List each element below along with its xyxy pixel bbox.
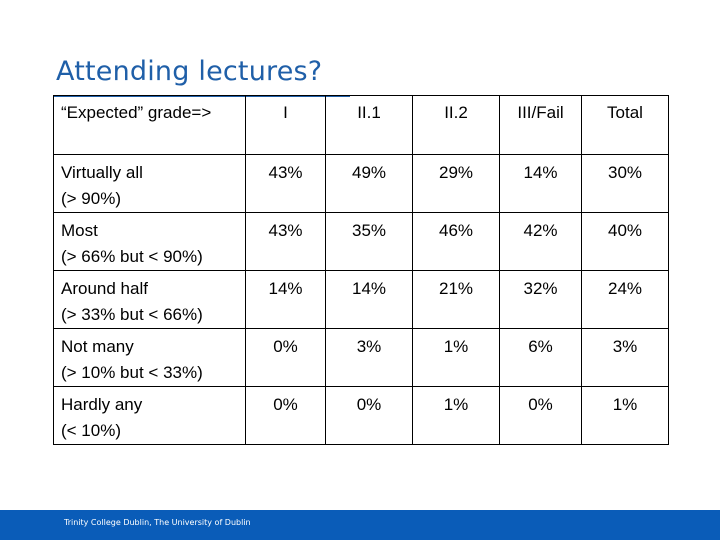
header-cell-iii-fail: III/Fail (499, 95, 582, 155)
table-row: Not many (> 10% but < 33%) 0% 3% 1% 6% 3… (53, 328, 669, 387)
table-cell: 3% (325, 328, 413, 387)
table-row: Hardly any (< 10%) 0% 0% 1% 0% 1% (53, 386, 669, 445)
table-cell: 46% (412, 212, 500, 271)
attendance-table: “Expected” grade=> I II.1 II.2 III/Fail … (53, 95, 669, 445)
header-cell-grade: “Expected” grade=> (53, 95, 246, 155)
footer-bar: Trinity College Dublin, The University o… (0, 510, 720, 540)
table-cell: 0% (245, 328, 326, 387)
table-cell: 6% (499, 328, 582, 387)
slide-title: Attending lectures? (56, 56, 323, 87)
table-cell: 32% (499, 270, 582, 329)
table-cell: 49% (325, 154, 413, 213)
table-row: Virtually all (> 90%) 43% 49% 29% 14% 30… (53, 154, 669, 213)
table-cell: 24% (581, 270, 669, 329)
row-label-range: (> 66% but < 90%) (61, 247, 203, 266)
table-cell: 14% (245, 270, 326, 329)
table-cell: 14% (499, 154, 582, 213)
row-label: Hardly any (< 10%) (53, 386, 246, 445)
table-cell: 43% (245, 154, 326, 213)
table-cell: 35% (325, 212, 413, 271)
table-row: Most (> 66% but < 90%) 43% 35% 46% 42% 4… (53, 212, 669, 271)
row-label-main: Not many (61, 337, 134, 356)
table-cell: 21% (412, 270, 500, 329)
row-label: Virtually all (> 90%) (53, 154, 246, 213)
table-cell: 30% (581, 154, 669, 213)
header-cell-ii1: II.1 (325, 95, 413, 155)
row-label: Not many (> 10% but < 33%) (53, 328, 246, 387)
header-cell-total: Total (581, 95, 669, 155)
table-cell: 1% (412, 328, 500, 387)
row-label-main: Hardly any (61, 395, 143, 414)
table-cell: 0% (325, 386, 413, 445)
row-label-range: (> 10% but < 33%) (61, 363, 203, 382)
row-label-range: (< 10%) (61, 421, 121, 440)
row-label-main: Around half (61, 279, 148, 298)
table-cell: 40% (581, 212, 669, 271)
table-cell: 0% (499, 386, 582, 445)
table-cell: 29% (412, 154, 500, 213)
table-cell: 1% (412, 386, 500, 445)
row-label: Around half (> 33% but < 66%) (53, 270, 246, 329)
row-label-main: Most (61, 221, 98, 240)
table-cell: 43% (245, 212, 326, 271)
header-cell-i: I (245, 95, 326, 155)
table-cell: 0% (245, 386, 326, 445)
header-cell-ii2: II.2 (412, 95, 500, 155)
table-cell: 1% (581, 386, 669, 445)
row-label-range: (> 90%) (61, 189, 121, 208)
row-label-range: (> 33% but < 66%) (61, 305, 203, 324)
table-row: Around half (> 33% but < 66%) 14% 14% 21… (53, 270, 669, 329)
row-label: Most (> 66% but < 90%) (53, 212, 246, 271)
table-cell: 3% (581, 328, 669, 387)
row-label-main: Virtually all (61, 163, 143, 182)
table-cell: 42% (499, 212, 582, 271)
table-cell: 14% (325, 270, 413, 329)
table-header-row: “Expected” grade=> I II.1 II.2 III/Fail … (53, 95, 669, 155)
footer-text: Trinity College Dublin, The University o… (64, 518, 251, 527)
